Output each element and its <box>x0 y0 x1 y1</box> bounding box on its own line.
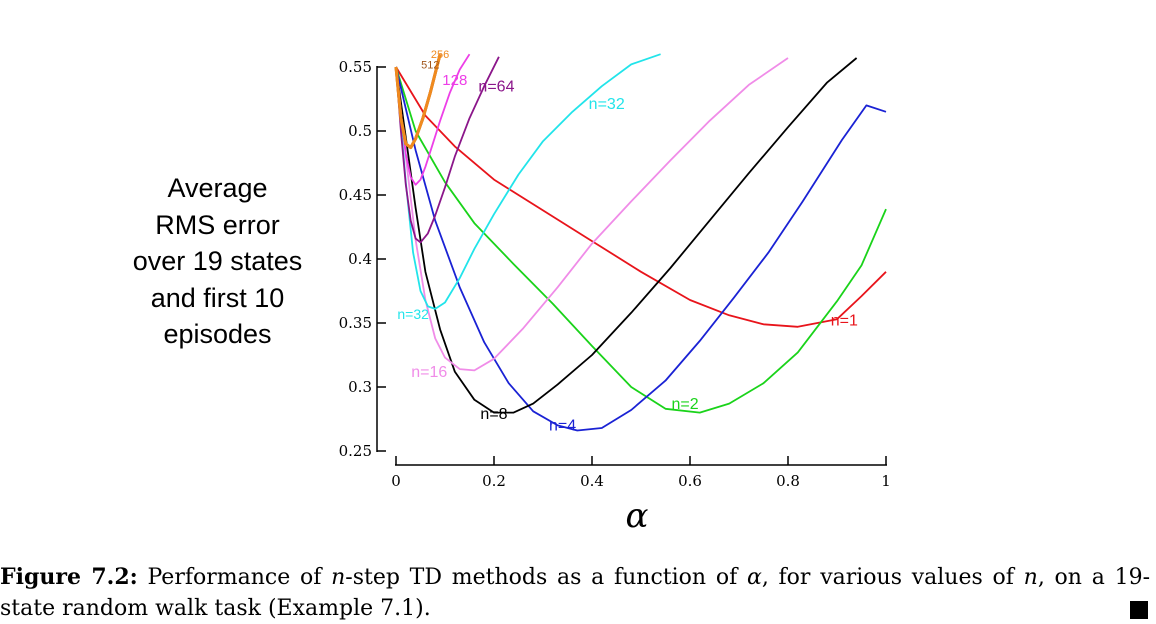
series-line-n-64 <box>395 56 500 244</box>
x-tick-label: 0.6 <box>678 472 702 490</box>
series-lines <box>394 53 887 432</box>
x-tick-label: 0.8 <box>776 472 800 490</box>
series-line-n-8 <box>395 57 858 414</box>
series-label-n-32: n=32 <box>589 96 625 113</box>
axes: 0.25 0.3 0.35 0.4 0.45 0.5 0.55 0 0.2 0.4 0.6 0.8 1 <box>339 58 891 490</box>
y-tick-label: 0.45 <box>339 186 372 204</box>
series-line-n-1 <box>395 66 887 328</box>
caption-text: Performance of <box>137 565 332 590</box>
y-tick-label: 0.25 <box>339 442 372 460</box>
caption-var-alpha: α <box>746 565 762 590</box>
figure-caption: Figure 7.2: Performance of n-step TD met… <box>0 562 1150 624</box>
series-label-n-2: n=2 <box>672 396 699 413</box>
x-tick-label: 1 <box>881 472 891 490</box>
y-tick-label: 0.55 <box>339 58 372 76</box>
y-axis-label-line: RMS error <box>155 209 280 240</box>
series-label-n-512: 512 <box>421 59 439 71</box>
series-line-n-128 <box>395 53 471 186</box>
caption-text: , on a 19-state random walk task (Exampl… <box>0 565 1150 621</box>
y-tick-label: 0.5 <box>348 122 372 140</box>
series-label-n-4: n=4 <box>549 418 576 435</box>
series-line-n-16 <box>395 57 789 372</box>
y-axis-label: Average RMS error over 19 states and fir… <box>105 170 330 353</box>
rms-error-chart: 0.250.30.350.40.450.50.550 0.2 0.4 0.6 0.8 1 … <box>339 49 891 536</box>
series-line-n-2 <box>395 66 887 414</box>
x-tick-label: 0 <box>391 472 401 490</box>
y-axis-label-line: Average <box>167 173 268 203</box>
x-axis-label: α <box>626 496 649 536</box>
y-tick-label: 0.35 <box>339 314 372 332</box>
figure-label: Figure 7.2: <box>0 564 138 590</box>
caption-var-n: n <box>331 565 346 590</box>
caption-var-n: n <box>1023 565 1038 590</box>
y-axis-label-line: and first 10 <box>150 282 285 313</box>
series-label-n-16: n=16 <box>411 364 447 381</box>
series-line-n-4 <box>395 66 887 432</box>
caption-text: -step TD methods as a function of <box>345 565 747 590</box>
caption-text: , for various values of <box>761 565 1024 590</box>
series-line-n-256 <box>394 53 442 150</box>
x-tick-label: 0.4 <box>580 472 604 490</box>
x-tick-label: 0.2 <box>482 472 506 490</box>
series-label-n-256: 256 <box>431 49 449 61</box>
series-label-n-8: n=8 <box>480 406 507 423</box>
y-axis-label-line: over 19 states <box>132 246 303 276</box>
series-line-n-32 <box>395 53 661 310</box>
y-axis-label-line: episodes <box>163 319 272 349</box>
y-tick-label: 0.4 <box>348 250 372 268</box>
series-label-n-128: 128 <box>442 72 467 89</box>
series-label-n-32: n=32 <box>397 306 429 322</box>
series-label-n-1: n=1 <box>831 313 858 330</box>
end-of-proof-square <box>1130 601 1148 619</box>
series-label-n-64: n=64 <box>478 78 514 95</box>
y-tick-label: 0.3 <box>348 378 372 396</box>
